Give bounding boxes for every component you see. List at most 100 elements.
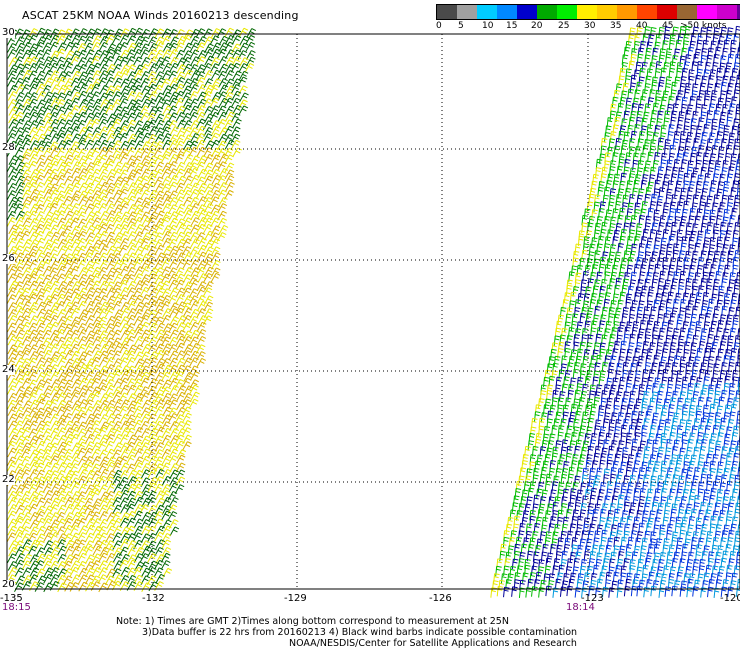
wind-barb xyxy=(671,166,679,178)
wind-barb xyxy=(175,231,186,242)
wind-barb xyxy=(70,42,80,53)
wind-barb xyxy=(718,396,725,408)
wind-barb xyxy=(127,42,137,53)
wind-barb xyxy=(154,301,165,312)
wind-barb xyxy=(120,349,131,360)
wind-barb xyxy=(657,475,664,486)
wind-barb xyxy=(22,182,32,192)
wind-barb xyxy=(112,532,122,542)
wind-barb xyxy=(561,523,569,535)
wind-barb xyxy=(595,167,602,178)
wind-barb xyxy=(113,309,124,319)
wind-barb xyxy=(608,566,615,577)
wind-barb xyxy=(133,566,143,577)
wind-barb xyxy=(203,70,214,80)
wind-barb xyxy=(536,538,544,550)
wind-barb xyxy=(119,69,130,80)
wind-barb xyxy=(574,475,581,487)
wind-barb xyxy=(182,126,193,137)
wind-barb xyxy=(608,223,616,234)
wind-barb xyxy=(153,259,164,270)
wind-barb xyxy=(118,132,129,143)
wind-barb xyxy=(84,280,95,290)
wind-barb xyxy=(687,244,695,255)
wind-barb xyxy=(639,440,647,451)
wind-barb xyxy=(682,292,690,303)
wind-barb xyxy=(161,230,172,241)
wind-barb xyxy=(576,348,584,360)
wind-barb xyxy=(511,586,518,597)
wind-barb xyxy=(676,152,683,164)
wind-barb xyxy=(76,43,87,53)
wind-barb xyxy=(169,91,179,102)
wind-barb xyxy=(168,97,178,108)
wind-barb xyxy=(669,488,676,499)
wind-barb xyxy=(84,484,95,495)
wind-barb xyxy=(98,118,108,129)
wind-barb xyxy=(147,560,158,571)
wind-barb xyxy=(701,215,709,226)
wind-barb xyxy=(98,126,109,136)
wind-barb xyxy=(161,70,172,80)
wind-barb xyxy=(134,140,144,151)
wind-barb xyxy=(154,168,164,179)
wind-barb xyxy=(730,153,737,164)
wind-barb xyxy=(99,405,110,416)
wind-barb xyxy=(161,386,171,397)
wind-barb xyxy=(69,217,80,228)
wind-barb xyxy=(76,441,87,452)
wind-barb xyxy=(126,371,137,381)
legend-label: 15 xyxy=(506,21,518,31)
wind-barb xyxy=(687,327,694,339)
wind-barb xyxy=(512,523,520,534)
wind-barb xyxy=(719,221,727,233)
wind-barb xyxy=(43,525,53,536)
wind-barb xyxy=(21,139,32,150)
wind-barb xyxy=(98,504,108,515)
wind-barb xyxy=(659,551,667,563)
wind-barb xyxy=(140,519,151,529)
wind-barb xyxy=(685,503,693,515)
wind-barb xyxy=(637,278,644,290)
wind-barb xyxy=(541,489,549,501)
wind-barb xyxy=(140,280,150,290)
wind-barb xyxy=(603,328,611,339)
wind-barb xyxy=(641,537,648,549)
wind-barb xyxy=(62,295,73,306)
wind-barb xyxy=(113,378,123,388)
wind-barb xyxy=(585,342,593,353)
wind-barb xyxy=(602,557,610,569)
wind-barb xyxy=(710,180,717,191)
wind-barb xyxy=(43,202,54,213)
wind-barb xyxy=(43,300,53,311)
wind-barb xyxy=(705,118,712,129)
wind-barb xyxy=(126,252,137,263)
wind-barb xyxy=(111,49,122,59)
wind-barb xyxy=(78,225,88,235)
wind-barb xyxy=(502,536,510,548)
wind-barb xyxy=(22,69,33,80)
wind-barb xyxy=(126,454,136,465)
wind-barb xyxy=(168,258,179,269)
wind-barb xyxy=(175,329,186,340)
wind-barb xyxy=(716,188,723,199)
wind-barb xyxy=(43,126,54,136)
wind-barb xyxy=(120,307,131,318)
wind-barb xyxy=(613,284,621,296)
wind-barb xyxy=(588,558,596,569)
wind-barb xyxy=(20,469,31,479)
wind-barb xyxy=(84,441,95,451)
wind-barb xyxy=(160,300,171,311)
wind-barb xyxy=(176,322,186,332)
wind-barb xyxy=(628,508,635,520)
wind-barb xyxy=(148,378,158,388)
wind-barb xyxy=(64,349,74,360)
wind-barb xyxy=(714,411,722,423)
wind-barb xyxy=(668,459,676,471)
wind-barb xyxy=(696,431,704,443)
wind-barb xyxy=(34,407,45,418)
wind-barb xyxy=(56,490,67,501)
wind-barb xyxy=(619,517,627,528)
wind-barb xyxy=(710,572,717,584)
wind-barb xyxy=(83,36,94,46)
